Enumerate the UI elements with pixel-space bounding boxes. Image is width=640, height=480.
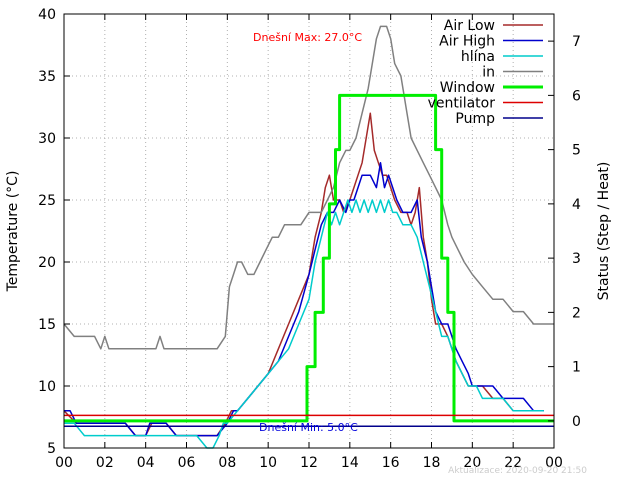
y2-tick-label: 7 (572, 34, 581, 50)
x-tick-label: 06 (178, 455, 196, 471)
x-tick-label: 14 (341, 455, 359, 471)
y2-tick-label: 1 (572, 360, 581, 376)
y-tick-label: 35 (38, 69, 56, 85)
legend-label: Air Low (444, 18, 495, 34)
y-tick-label: 25 (38, 193, 56, 209)
x-tick-label: 16 (382, 455, 400, 471)
y-tick-label: 15 (38, 317, 56, 333)
legend-label: ventilator (428, 96, 496, 112)
updated-timestamp: Aktualizace: 2020-09-20 21:50 (448, 466, 587, 476)
series-line-in (63, 25, 554, 350)
x-tick-label: 08 (218, 455, 236, 471)
axes: 00 02 04 06 08 10 12 14 16 18 20 22 0051015202530354… (38, 7, 581, 471)
y2-tick-label: 0 (572, 414, 581, 430)
x-tick-label: 20 (463, 455, 481, 471)
y-tick-label: 40 (38, 7, 56, 23)
y2-tick-label: 3 (572, 251, 581, 267)
max-annotation: Dnešní Max: 27.0°C (253, 31, 362, 44)
y-tick-label: 5 (47, 441, 56, 457)
x-tick-label: 10 (259, 455, 277, 471)
x-tick-label: 22 (504, 455, 522, 471)
x-tick-label: 18 (423, 455, 441, 471)
x-tick-label: 04 (137, 455, 155, 471)
legend-label: Air High (439, 34, 495, 50)
legend-label: hlína (461, 49, 495, 65)
min-annotation: Dnešní Min: 5.0°C (259, 421, 358, 434)
y-tick-label: 30 (38, 131, 56, 147)
x-tick-label: 00 (55, 455, 73, 471)
legend-label: Window (440, 80, 495, 96)
y2-tick-label: 2 (572, 305, 581, 321)
y2-tick-label: 5 (572, 143, 581, 159)
legend-label: Pump (455, 111, 495, 127)
grid (64, 14, 554, 448)
y-tick-label: 10 (38, 379, 56, 395)
y2-tick-label: 6 (572, 88, 581, 104)
x-tick-label: 12 (300, 455, 318, 471)
legend-label: in (482, 65, 495, 81)
y-axis-title: Temperature (°C) (5, 171, 21, 293)
y2-tick-label: 4 (572, 197, 581, 213)
series-line-window (64, 93, 554, 423)
x-tick-label: 00 (545, 455, 563, 471)
x-tick-label: 02 (96, 455, 114, 471)
y-tick-label: 20 (38, 255, 56, 271)
y2-axis-title: Status (Step / Heat) (596, 162, 612, 301)
series-layer (63, 25, 554, 449)
